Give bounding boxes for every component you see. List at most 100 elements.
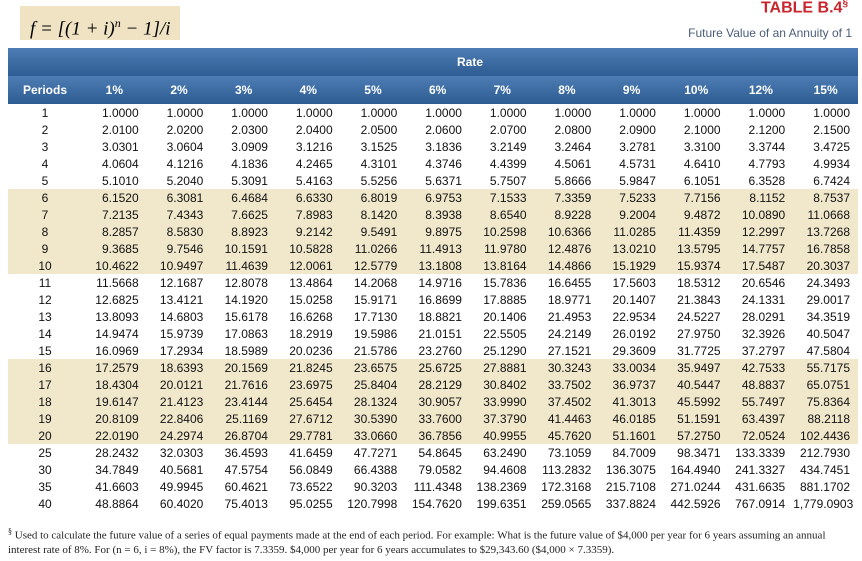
factor-cell: 111.4348 [413, 479, 462, 494]
factor-cell: 60.4621 [224, 479, 268, 494]
factor-cell: 15.7836 [483, 275, 527, 290]
factor-cell: 25.6725 [405, 359, 470, 376]
factor-cell: 6.1520 [82, 189, 147, 206]
factor-cell: 13.8164 [469, 257, 535, 274]
factor-cell: 4.3746 [425, 156, 462, 171]
factor-cell: 14.9716 [418, 275, 462, 290]
factor-cell: 8.5830 [146, 223, 212, 240]
factor-cell: 31.7725 [677, 343, 721, 358]
factor-cell: 30.9057 [405, 393, 470, 410]
factor-cell: 6.3081 [146, 189, 212, 206]
factor-cell: 17.5603 [612, 275, 656, 290]
column-header: 8% [534, 76, 600, 104]
factor-cell: 19.6147 [82, 393, 147, 410]
period-cell: 2 [41, 122, 49, 137]
factor-cell: 18.5312 [677, 275, 721, 290]
factor-cell: 9.4872 [663, 206, 729, 223]
factor-cell: 56.0849 [289, 462, 333, 477]
factor-cell: 37.3790 [469, 410, 535, 427]
factor-cell: 431.6635 [735, 479, 786, 494]
factor-cell: 17.8885 [483, 292, 527, 307]
factor-cell: 8.8923 [211, 223, 276, 240]
factor-cell: 40.5681 [159, 462, 204, 477]
factor-cell: 8.1420 [340, 206, 406, 223]
factor-cell: 138.2369 [476, 479, 527, 494]
factor-cell: 3.2781 [619, 139, 656, 154]
factor-cell: 73.1059 [547, 445, 592, 460]
factor-cell: 12.5779 [340, 257, 406, 274]
factor-cell: 20.8109 [82, 410, 147, 427]
factor-cell: 94.4608 [483, 462, 527, 477]
factor-cell: 21.0151 [418, 326, 462, 341]
period-cell: 3 [41, 139, 49, 154]
factor-cell: 21.7616 [211, 376, 276, 393]
factor-cell: 18.2919 [289, 326, 333, 341]
factor-cell: 1.0000 [231, 105, 268, 120]
factor-cell: 54.8645 [418, 445, 462, 460]
factor-cell: 10.1591 [211, 240, 276, 257]
factor-cell: 12.8078 [224, 275, 268, 290]
factor-cell: 23.2760 [418, 343, 462, 358]
factor-cell: 11.9780 [469, 240, 535, 257]
factor-cell: 5.1010 [101, 173, 139, 188]
period-cell: 4 [41, 156, 49, 171]
factor-cell: 9.2142 [275, 223, 341, 240]
factor-cell: 3.1216 [295, 139, 333, 154]
column-header: 4% [275, 76, 341, 104]
factor-cell: 33.0034 [599, 359, 664, 376]
factor-cell: 3.1836 [425, 139, 462, 154]
factor-cell: 2.1000 [683, 122, 721, 137]
period-cell: 20 [8, 427, 82, 444]
factor-cell: 14.7757 [728, 240, 794, 257]
factor-cell: 9.5491 [340, 223, 406, 240]
factor-cell: 20.1407 [612, 292, 656, 307]
column-header: 10% [663, 76, 729, 104]
factor-cell: 199.6351 [476, 496, 527, 511]
factor-cell: 1.0000 [489, 105, 527, 120]
factor-cell: 1.0000 [554, 105, 592, 120]
factor-cell: 22.0190 [82, 427, 147, 444]
table-row: 35 41.6603 49.9945 60.4621 73.6522 90.3203 111… [8, 478, 858, 495]
factor-cell: 63.4397 [728, 410, 794, 427]
factor-cell: 41.6603 [95, 479, 139, 494]
factor-cell: 1.0000 [360, 105, 398, 120]
factor-cell: 2.0100 [101, 122, 139, 137]
factor-cell: 36.9737 [599, 376, 664, 393]
column-header: 7% [469, 76, 535, 104]
factor-cell: 13.4121 [159, 292, 204, 307]
factor-cell: 1.0000 [619, 105, 656, 120]
footnote: § Used to calculate the future value of … [8, 525, 856, 557]
factor-cell: 2.0600 [425, 122, 462, 137]
factor-cell: 15.0258 [289, 292, 333, 307]
factor-cell: 12.2997 [728, 223, 794, 240]
factor-cell: 17.7130 [353, 309, 398, 324]
factor-cell: 16.8699 [418, 292, 462, 307]
factor-cell: 14.9474 [95, 326, 139, 341]
factor-cell: 72.0524 [728, 427, 794, 444]
table-row: 16 17.2579 18.6393 20.1569 21.8245 23.6575 25.… [8, 359, 858, 376]
factor-cell: 29.7781 [275, 427, 341, 444]
factor-cell: 36.4593 [224, 445, 268, 460]
factor-cell: 12.1687 [159, 275, 204, 290]
factor-cell: 47.7271 [353, 445, 398, 460]
table-row: 4 4.0604 4.1216 4.1836 4.2465 4.3101 4.3746 4.4… [8, 155, 858, 172]
factor-cell: 23.6975 [275, 376, 341, 393]
factor-cell: 11.0266 [340, 240, 406, 257]
factor-cell: 25.8404 [340, 376, 406, 393]
factor-cell: 51.1591 [663, 410, 729, 427]
table-row: 11 11.5668 12.1687 12.8078 13.4864 14.2068 14.… [8, 274, 858, 291]
period-cell: 16 [8, 359, 82, 376]
table-row: 1 1.0000 1.0000 1.0000 1.0000 1.0000 1.0000 1.0… [8, 104, 858, 121]
factor-cell: 1,779.0903 [793, 496, 854, 511]
period-cell: 9 [8, 240, 82, 257]
factor-cell: 3.1525 [360, 139, 398, 154]
factor-cell: 9.8975 [405, 223, 470, 240]
factor-cell: 11.4913 [405, 240, 470, 257]
column-header: 9% [599, 76, 664, 104]
factor-cell: 10.4622 [82, 257, 147, 274]
factor-cell: 90.3203 [353, 479, 398, 494]
factor-cell: 14.4866 [534, 257, 600, 274]
factor-cell: 22.8406 [146, 410, 212, 427]
factor-cell: 32.0303 [159, 445, 204, 460]
table-title: TABLE B.4§ [761, 0, 848, 17]
